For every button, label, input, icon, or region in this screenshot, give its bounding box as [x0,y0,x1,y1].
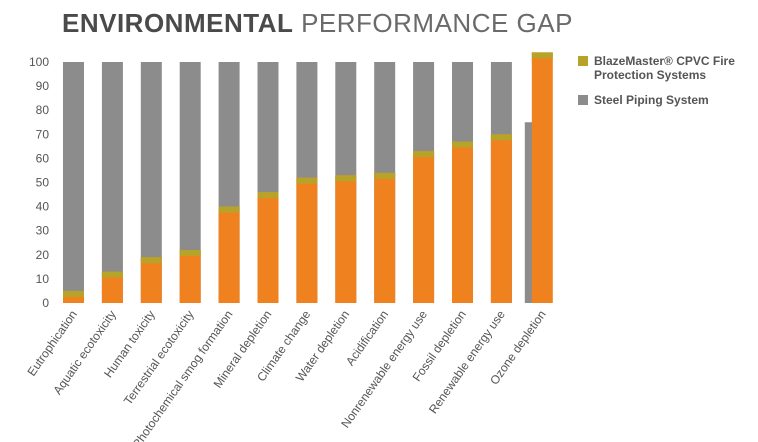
cpvc-bar-cap-11 [452,141,473,148]
y-tick-label: 20 [36,248,50,262]
y-tick-label: 60 [36,151,50,165]
cpvc-bar-4 [179,249,201,303]
legend: BlazeMaster® CPVC Fire Protection System… [578,54,753,107]
cpvc-bar-cap-6 [257,192,279,199]
cpvc-bars [63,52,553,303]
cpvc-bar-cap-12 [490,134,512,141]
cpvc-bar-12 [490,134,512,303]
cpvc-bar-8 [335,175,357,303]
y-axis: 0 10 20 30 40 50 60 70 80 90 100 [29,55,49,310]
y-tick-label: 40 [36,200,50,214]
cpvc-bar-2 [101,271,123,303]
legend-swatch-steel [578,95,588,105]
steel-bar-1 [63,62,84,303]
cpvc-bar-cap-4 [179,249,201,256]
y-tick-label: 100 [29,55,49,69]
legend-swatch-cpvc [578,56,588,66]
cpvc-bar-cap-13 [531,52,553,59]
steel-bar-3 [140,62,162,303]
x-tick-label: Terrestrial ecotoxicity [121,308,197,408]
cpvc-bar-10 [413,151,435,303]
steel-bar-13 [524,122,535,303]
cpvc-bar-5 [218,206,240,303]
y-tick-label: 70 [36,127,50,141]
cpvc-bar-cap-7 [296,177,318,184]
cpvc-bar-3 [140,257,162,303]
chart-title-bold: ENVIRONMENTAL [62,8,294,38]
cpvc-bar-cap-5 [218,206,240,213]
legend-label-steel: Steel Piping System [594,93,709,107]
y-tick-label: 30 [36,224,50,238]
cpvc-bar-11 [452,141,473,303]
y-tick-label: 0 [42,296,49,310]
cpvc-bar-cap-2 [101,271,123,278]
y-tick-label: 50 [36,176,50,190]
cpvc-bar-cap-10 [413,151,435,158]
cpvc-bar-7 [296,177,318,303]
cpvc-bar-cap-1 [63,290,84,297]
legend-label-cpvc: BlazeMaster® CPVC Fire Protection System… [594,54,735,82]
x-tick-label: Renewable energy use [426,307,508,416]
legend-item-steel: Steel Piping System [578,93,753,107]
cpvc-bar-9 [374,172,396,303]
cpvc-bar-6 [257,192,279,303]
y-tick-label: 10 [36,272,50,286]
steel-bar-4 [179,62,201,303]
cpvc-bar-cap-9 [374,172,396,179]
chart-title-light: PERFORMANCE GAP [301,8,573,38]
y-tick-label: 80 [36,103,50,117]
steel-bar-2 [101,62,123,303]
cpvc-bar-13 [531,52,553,303]
y-tick-label: 90 [36,79,50,93]
legend-item-cpvc: BlazeMaster® CPVC Fire Protection System… [578,54,753,82]
cpvc-bar-cap-3 [140,257,162,264]
chart-title: ENVIRONMENTAL PERFORMANCE GAP [62,8,573,38]
cpvc-bar-cap-8 [335,175,357,182]
